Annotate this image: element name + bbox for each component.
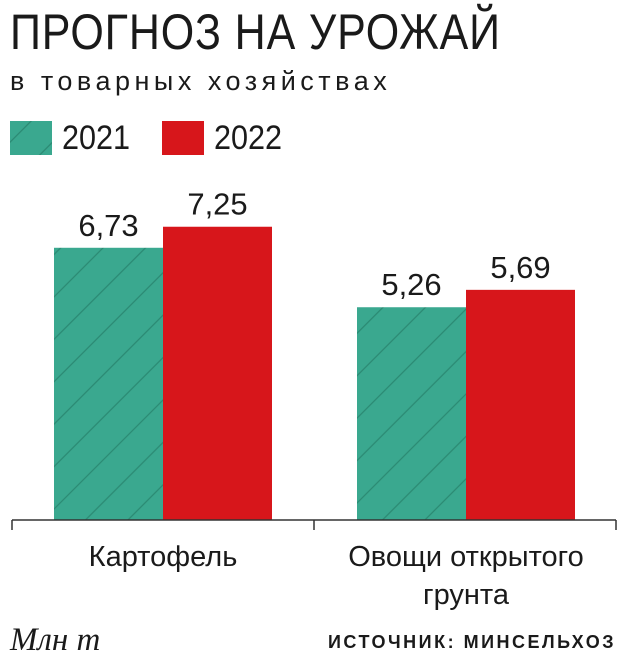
category-label-2-line-2: грунта (423, 579, 510, 611)
bar-2022-2 (466, 289, 575, 520)
legend-swatch-2022 (162, 121, 204, 155)
bar-2021-2 (357, 307, 466, 520)
chart-subtitle: в товарных хозяйствах (10, 66, 392, 96)
data-label-2022-2: 5,69 (490, 250, 550, 285)
category-label-2-line-1: Овощи открытого (348, 541, 583, 573)
legend-item-2021: 2021 (10, 118, 138, 158)
chart-title: ПРОГНОЗ НА УРОЖАЙ (10, 4, 501, 60)
bar-2022-1 (163, 226, 272, 520)
legend-item-2022: 2022 (162, 118, 290, 158)
data-label-2021-2: 5,26 (381, 267, 441, 302)
unit-label: Млн т (10, 622, 101, 658)
data-label-2022-1: 7,25 (187, 187, 247, 222)
bar-chart: 6,73 7,25 5,26 5,69 Картофель Овощи открытог… (11, 187, 617, 611)
data-label-2021-1: 6,73 (78, 208, 138, 243)
legend-label-2022: 2022 (214, 119, 283, 157)
legend-label-2021: 2021 (62, 119, 131, 157)
bar-2021-1 (54, 247, 163, 521)
legend-swatch-2021 (10, 121, 52, 155)
category-label-1-line-1: Картофель (89, 541, 238, 573)
legend: 2021 2022 (10, 118, 430, 158)
source-note: ИСТОЧНИК: МИНСЕЛЬХОЗ (327, 632, 616, 652)
